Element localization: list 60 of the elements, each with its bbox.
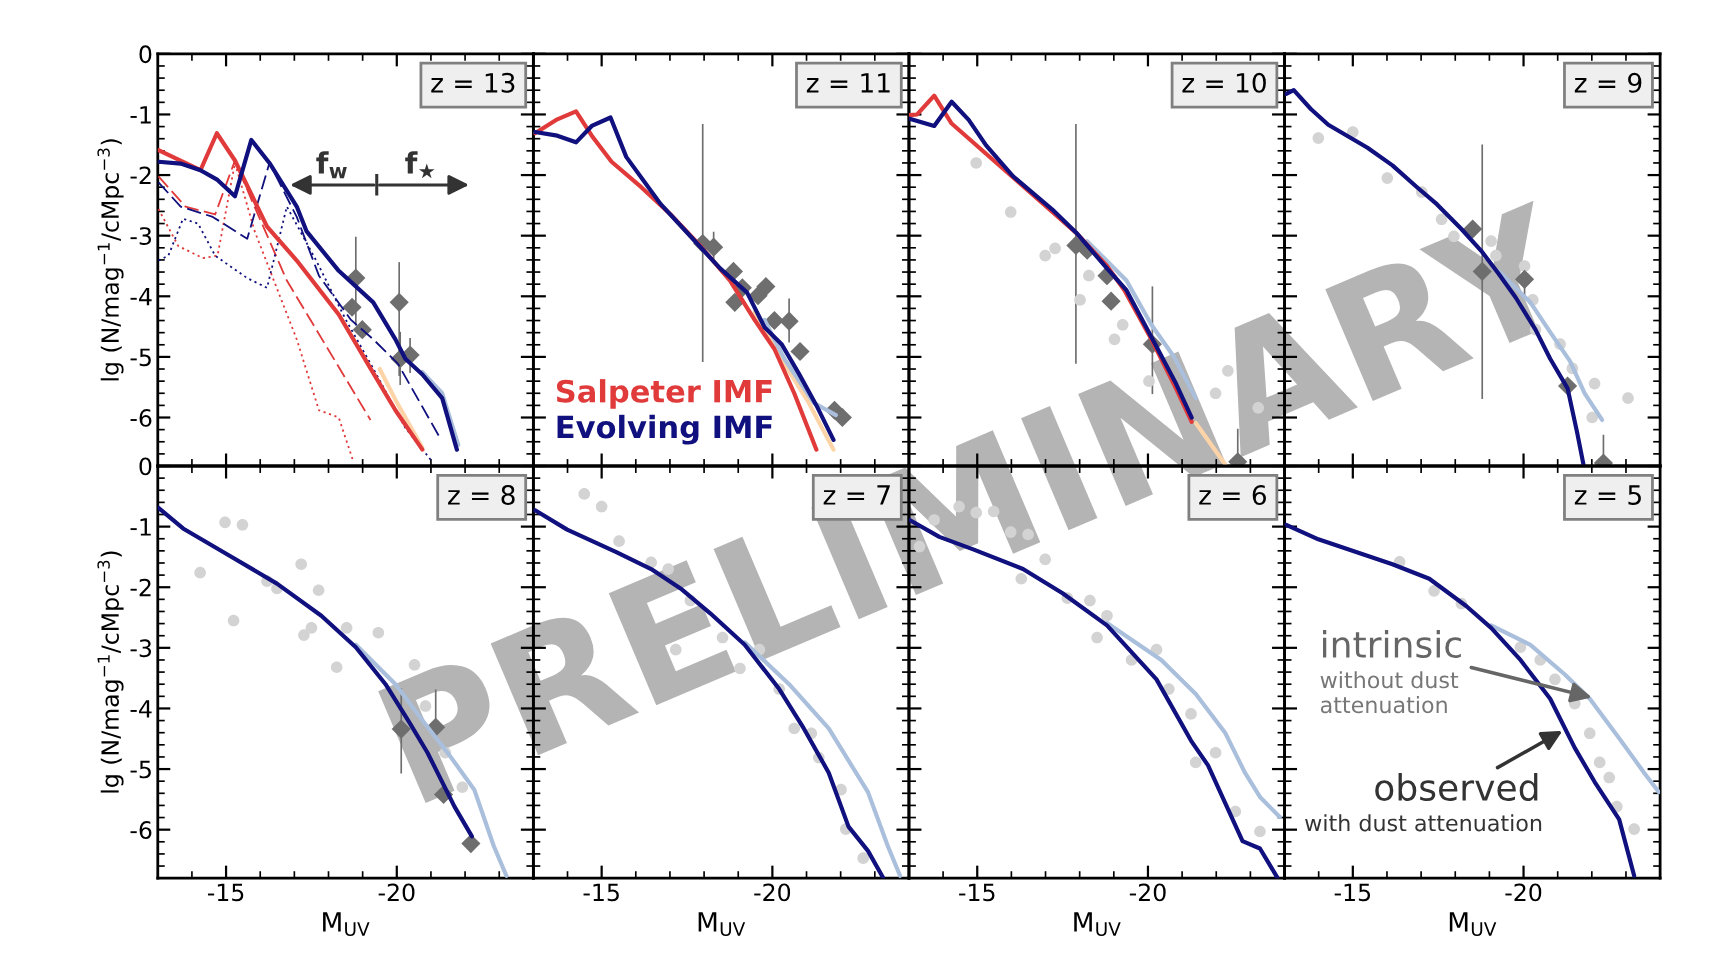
y-tick-label: -4 [130,700,152,718]
x-tick-label: -15 [959,883,995,902]
point [970,157,983,169]
y-tick-label: -3 [130,639,152,658]
text: z = 11 [806,73,890,93]
point [227,614,240,627]
x-axis-title: M$_{UV}$ [1449,912,1497,937]
y-tick-label: -1 [130,518,151,536]
x-axis-title: M$_{UV}$ [1074,912,1121,937]
y-tick-label: 0 [139,457,152,476]
y-tick-label: 0 [139,45,152,64]
y-axis-title: lg (N/mag$^{−1}$/cMpc$^{−3}$) [97,551,124,793]
point [342,297,362,317]
point [236,518,249,531]
point [461,834,481,854]
y-tick-label: -6 [130,408,152,427]
x-tick-label: -15 [207,883,244,902]
point [1312,132,1325,144]
y-tick-label: -2 [130,166,151,185]
annotation: f$_{★}$ [405,151,435,179]
point [298,629,310,641]
point [1622,392,1634,404]
point [1593,756,1606,769]
text: z = 9 [1574,72,1642,93]
y-tick-label: -4 [130,288,152,306]
point [1381,172,1394,184]
point [1603,771,1616,784]
point [295,558,307,570]
y-tick-label: -5 [130,760,151,779]
x-tick-label: -20 [378,883,415,902]
point [1588,377,1601,390]
y-axis-title: lg (N/mag$^{−1}$/cMpc$^{−3}$) [97,139,124,381]
point [305,622,318,634]
x-tick-label: -15 [1334,883,1371,902]
x-axis-title: M$_{UV}$ [698,912,746,937]
point [352,320,372,340]
point [219,516,231,529]
point [857,852,870,864]
text: z = 13 [431,72,515,93]
point [312,584,325,597]
x-tick-label: -20 [754,883,791,902]
y-tick-label: -6 [130,821,152,839]
point [340,622,353,634]
point [1583,727,1596,740]
y-tick-label: -5 [130,348,151,367]
y-tick-label: -3 [130,227,152,245]
text: z = 10 [1182,72,1266,93]
annotation: with dust attenuation [1305,814,1542,832]
x-tick-label: -15 [583,883,619,902]
point [194,566,206,579]
annotation: f$_{w}$ [316,151,347,179]
point [1254,825,1266,838]
x-axis-title: M$_{UV}$ [323,912,370,937]
x-tick-label: -20 [1505,883,1542,902]
point [330,661,343,674]
point [1628,823,1640,835]
x-tick-label: -20 [1129,883,1166,902]
y-tick-label: -2 [130,578,151,597]
point [1586,411,1598,424]
y-tick-label: -1 [130,106,151,124]
